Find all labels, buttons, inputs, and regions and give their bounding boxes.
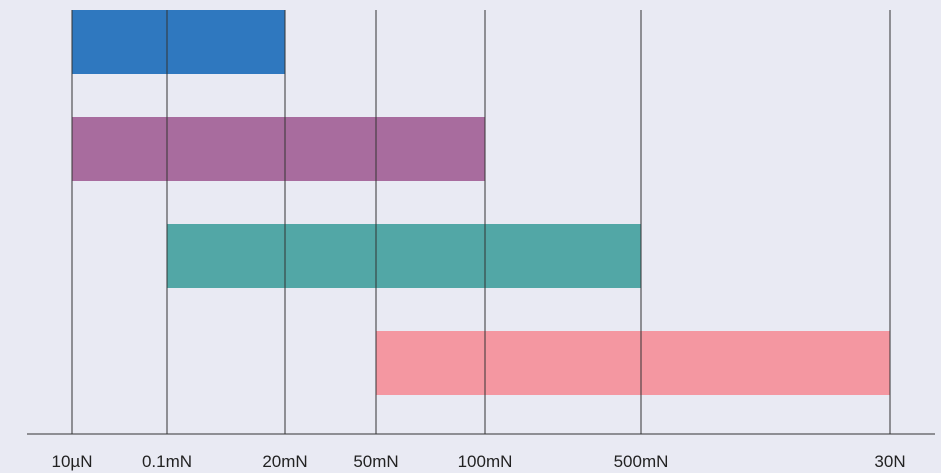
x-tick-label: 50mN <box>353 452 398 471</box>
x-tick-label: 0.1mN <box>142 452 192 471</box>
x-tick-label: 500mN <box>614 452 669 471</box>
range-bar-4 <box>376 331 890 395</box>
x-tick-labels: 10µN 0.1mN 20mN 50mN 100mN 500mN 30N <box>52 452 906 471</box>
x-tick-label: 10µN <box>52 452 93 471</box>
range-bar-3 <box>167 224 641 288</box>
range-bar-1 <box>72 10 285 74</box>
x-tick-label: 100mN <box>458 452 513 471</box>
x-tick-label: 20mN <box>262 452 307 471</box>
range-bar-2 <box>72 117 485 181</box>
x-tick-label: 30N <box>874 452 905 471</box>
gridlines <box>71 10 891 434</box>
bars-layer <box>72 10 890 395</box>
